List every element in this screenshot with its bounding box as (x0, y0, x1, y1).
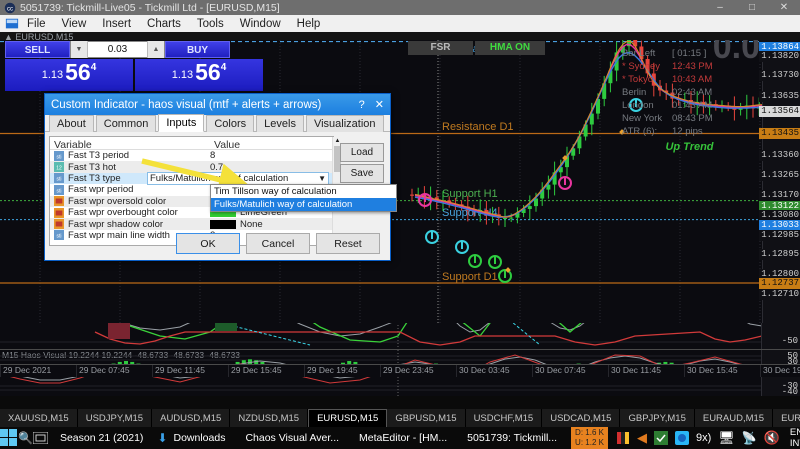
svg-text:sti: sti (57, 177, 62, 183)
svg-text:cc: cc (7, 6, 13, 12)
svg-text:sti: sti (57, 154, 62, 160)
svg-text:sti: sti (57, 188, 62, 194)
svg-text:12: 12 (56, 166, 62, 172)
